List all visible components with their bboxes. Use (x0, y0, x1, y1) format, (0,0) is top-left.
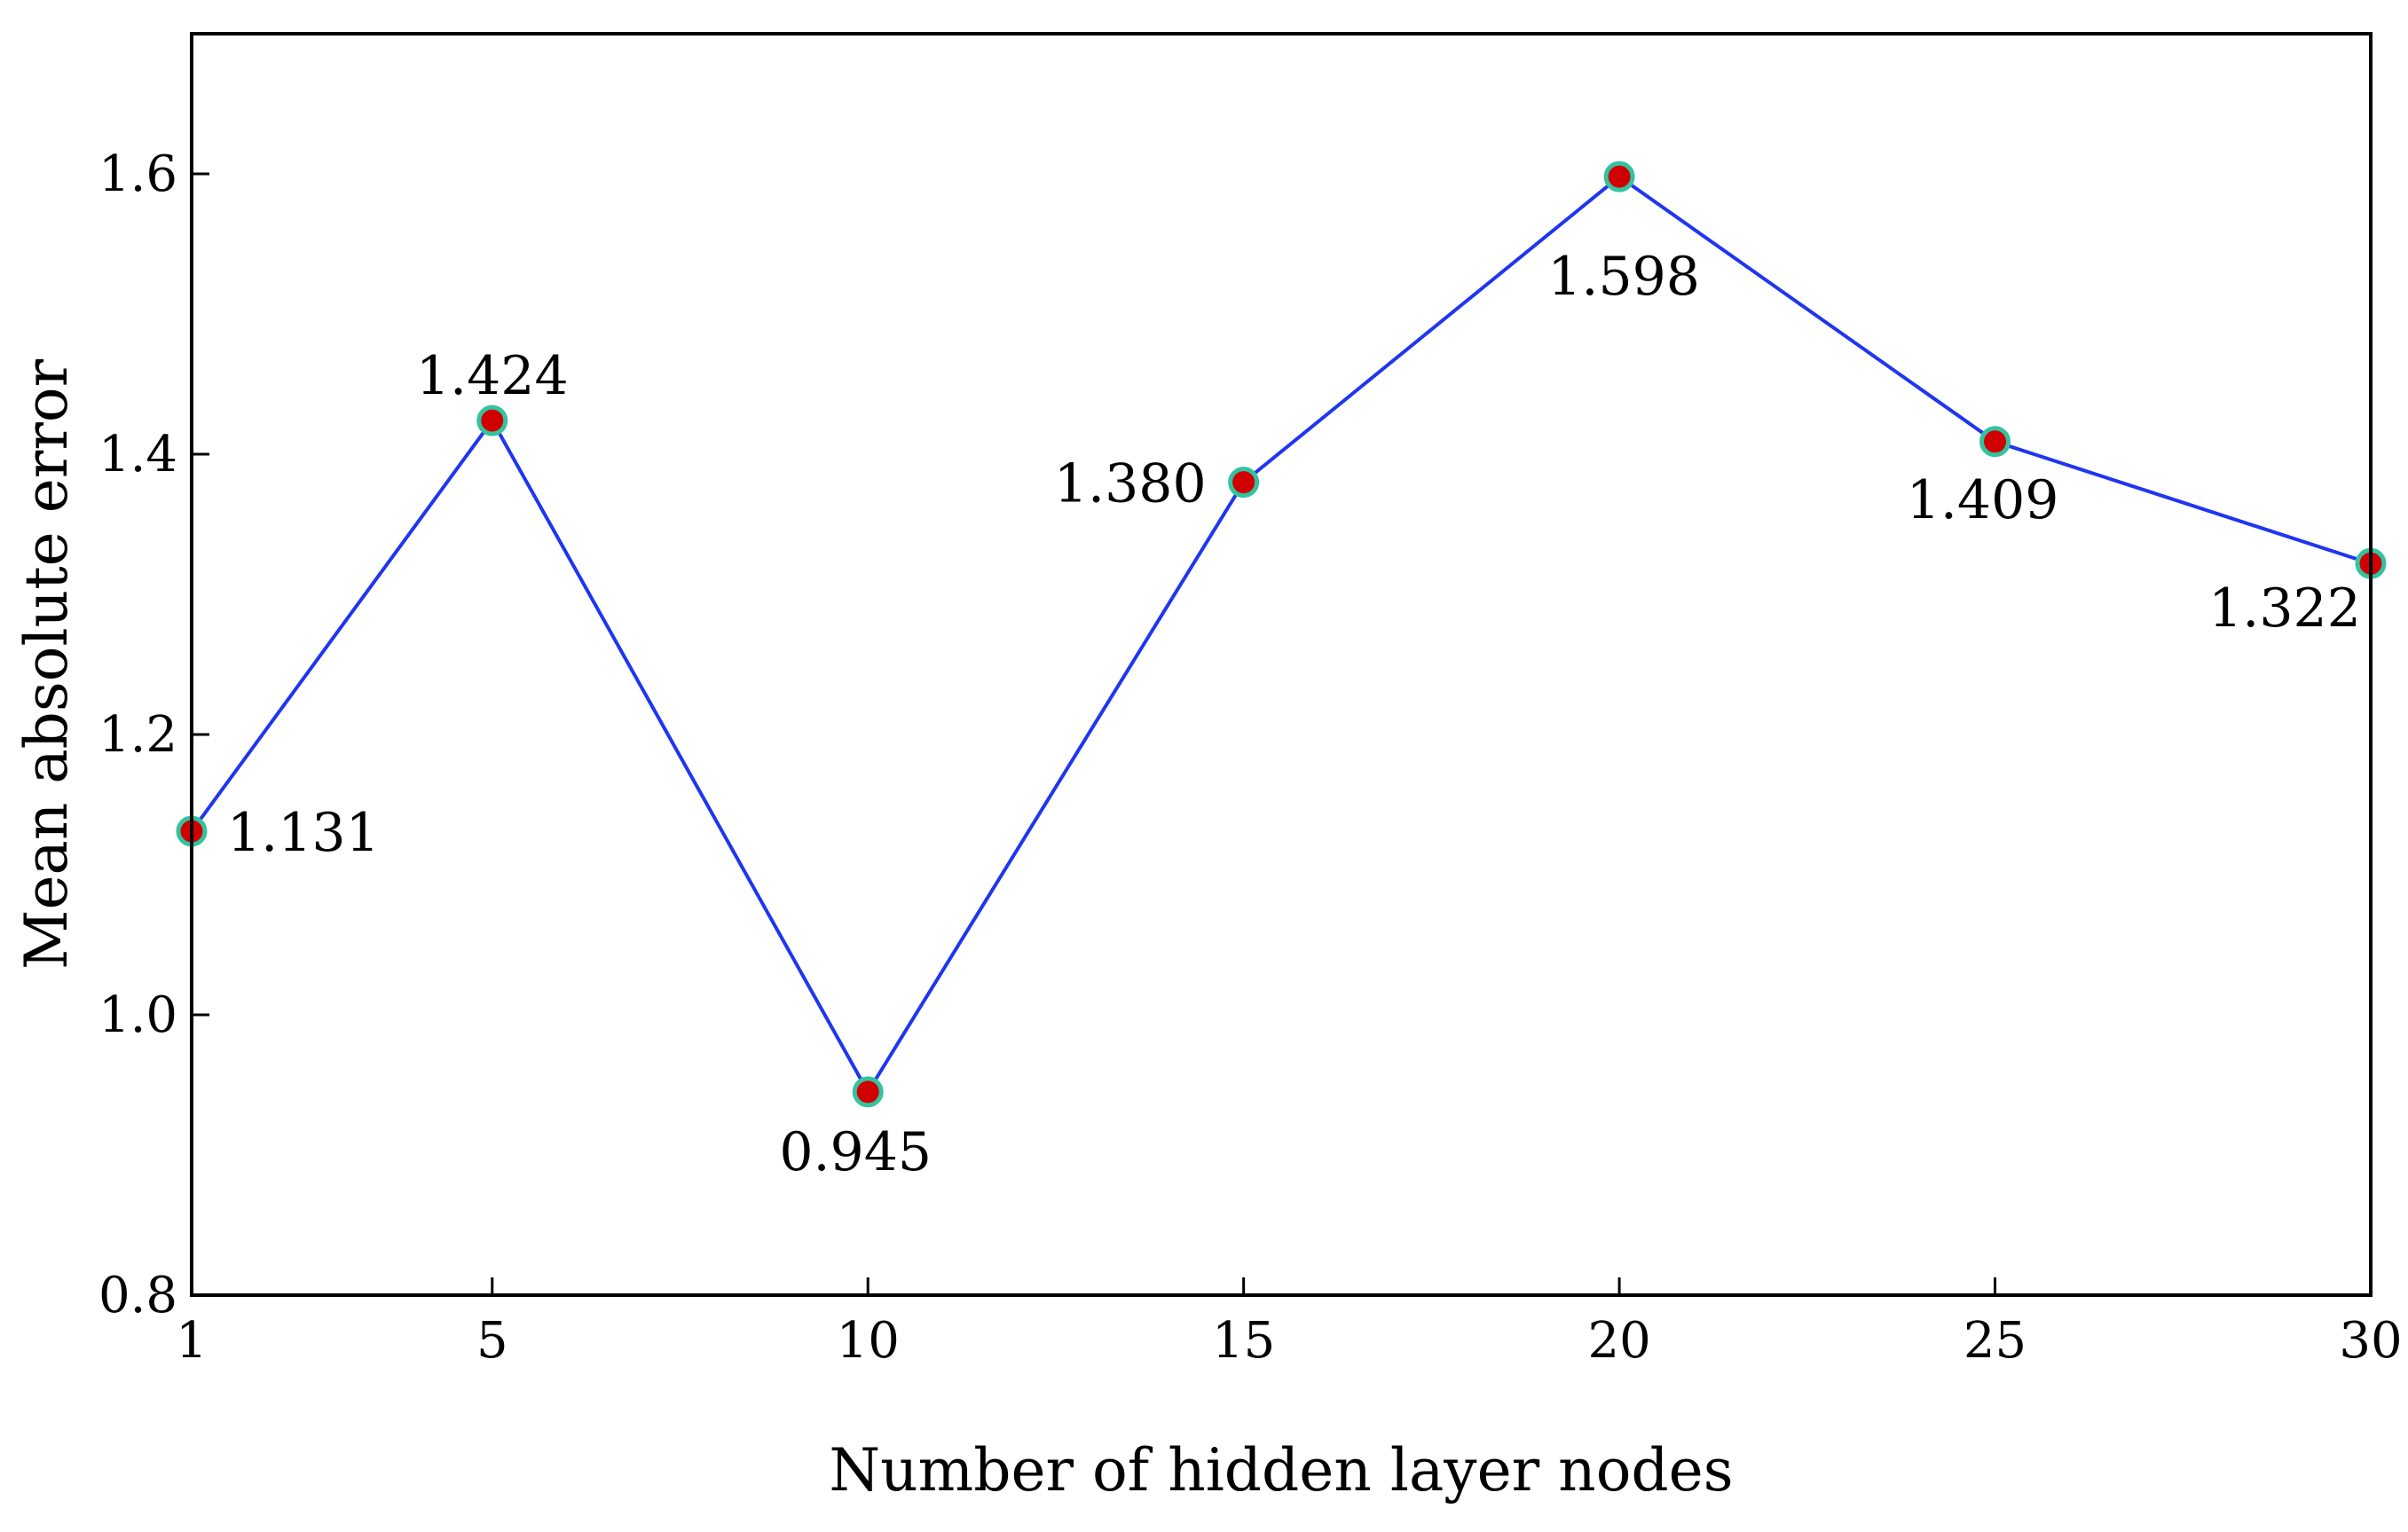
data-point (1979, 426, 2011, 458)
x-tick-label: 15 (1212, 1312, 1275, 1370)
series-line (190, 174, 2372, 1096)
x-tick-label: 30 (2339, 1312, 2402, 1370)
x-tick-label: 5 (476, 1312, 508, 1370)
y-tick-label: 1.6 (98, 145, 177, 203)
y-tick-label: 0.8 (98, 1267, 177, 1324)
data-point (1228, 467, 1260, 499)
plot-area: 1.131 1.424 0.945 1.380 1.598 1.409 1.322 (176, 161, 2387, 1183)
data-point (476, 405, 508, 436)
data-label: 1.409 (1907, 469, 2059, 531)
data-point (1603, 161, 1635, 192)
y-tick-label: 1.2 (98, 706, 177, 764)
data-label: 0.945 (779, 1121, 932, 1183)
data-label: 1.131 (227, 802, 380, 864)
y-tick-label: 1.0 (98, 986, 177, 1044)
data-label: 1.424 (416, 345, 569, 407)
x-tick-label: 10 (837, 1312, 900, 1370)
x-tick-label: 20 (1587, 1312, 1650, 1370)
axes-frame (190, 32, 2373, 1297)
y-axis-label: Mean absolute error (12, 358, 81, 970)
ticks: 1 5 10 15 20 25 300.81.01.21.41.6 (98, 145, 2403, 1370)
y-tick-label: 1.4 (98, 426, 177, 483)
x-tick-label: 1 (176, 1312, 208, 1370)
data-point (852, 1076, 884, 1108)
x-axis-label: Number of hidden layer nodes (829, 1436, 1733, 1505)
x-tick-label: 25 (1963, 1312, 2026, 1370)
data-label: 1.322 (2208, 577, 2361, 640)
data-label: 1.598 (1547, 246, 1700, 308)
data-label: 1.380 (1054, 453, 1207, 515)
axis-labels: Number of hidden layer nodes Mean absolu… (12, 358, 1734, 1505)
